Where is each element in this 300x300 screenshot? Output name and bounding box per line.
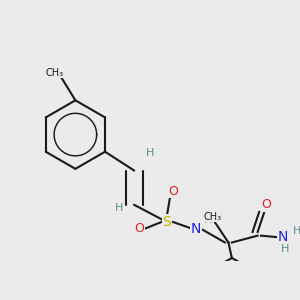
Text: N: N [191,222,201,236]
Text: H: H [281,244,289,254]
Text: O: O [134,222,144,235]
Text: O: O [169,184,178,198]
Text: CH₃: CH₃ [204,212,222,222]
Text: N: N [278,230,288,244]
Text: H: H [204,215,212,225]
Text: H: H [293,226,300,236]
Text: S: S [162,215,171,229]
Text: H: H [115,203,123,213]
Text: H: H [146,148,154,158]
Text: CH₃: CH₃ [46,68,64,78]
Text: O: O [261,198,271,211]
